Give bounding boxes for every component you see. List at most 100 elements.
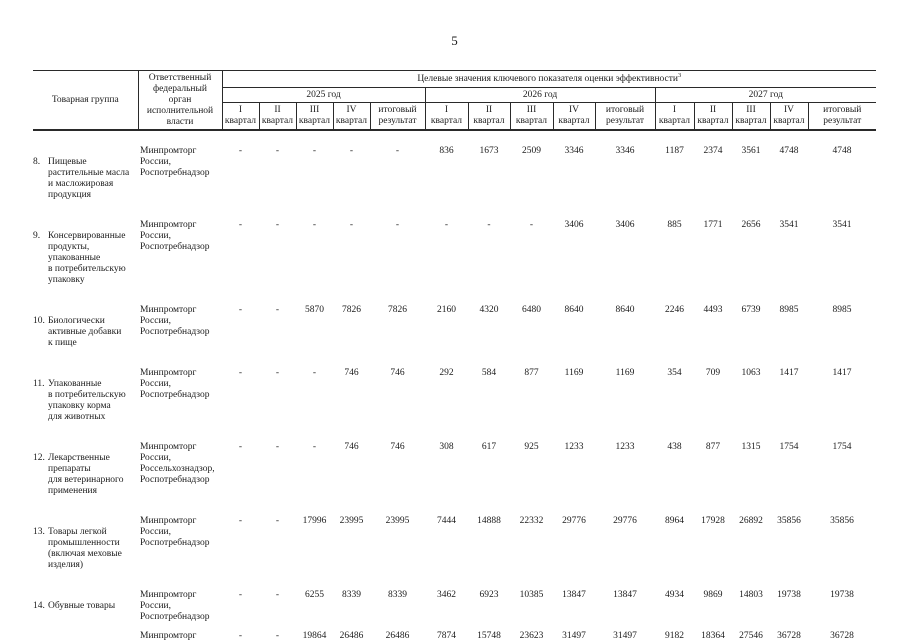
value-cell: 1315 — [741, 442, 761, 452]
row-number: 10. — [33, 316, 45, 326]
header-row-years: 2025 год 2026 год 2027 год — [33, 87, 877, 103]
value-cell: 8985 — [832, 305, 852, 315]
value-cell: 877 — [524, 368, 539, 378]
value-cell: 4748 — [779, 146, 799, 156]
header-year-2025: 2025 год — [221, 87, 426, 103]
value-cell: 9182 — [665, 631, 684, 640]
table-row: 9. Консервированные продукты, упакованны… — [33, 212, 876, 297]
value-cell: 6923 — [479, 590, 499, 600]
value-cell: 925 — [524, 442, 539, 452]
header-year-2026: 2026 год — [424, 87, 656, 103]
value-cell: 709 — [705, 368, 721, 378]
row-number: 9. — [33, 231, 41, 241]
value-cell: 877 — [705, 442, 721, 452]
row-number: 8. — [33, 157, 41, 167]
value-cell: - — [238, 516, 243, 526]
row-name: Биологически активные добавки к пище — [48, 316, 122, 348]
value-cell: - — [275, 442, 280, 452]
value-cell: 26892 — [739, 516, 763, 526]
value-cell: 4493 — [703, 305, 723, 315]
row-number: 14. — [33, 601, 45, 611]
value-cell: 27546 — [739, 631, 763, 640]
value-cell: 1233 — [615, 442, 635, 452]
header-authority: Ответственный федеральный орган исполнит… — [137, 70, 223, 131]
row-name: Лекарственные препараты для ветеринарног… — [48, 453, 124, 496]
value-cell: 5870 — [305, 305, 324, 315]
value-cell: 13847 — [562, 590, 586, 600]
value-cell: 14888 — [477, 516, 501, 526]
value-cell: 746 — [390, 442, 405, 452]
value-cell: - — [275, 516, 280, 526]
value-cell: 584 — [481, 368, 497, 378]
header-2025-total: итоговый результат — [369, 102, 426, 131]
value-cell: - — [238, 631, 243, 640]
product-name-wrap: 11. Упакованные в потребительскую упаков… — [33, 379, 137, 423]
value-cell: - — [275, 631, 280, 640]
value-cell: - — [312, 368, 317, 378]
table-body: 8. Пищевые растительные масла и масложир… — [33, 130, 876, 640]
value-cell: 292 — [439, 368, 454, 378]
header-2027-total: итоговый результат — [807, 102, 877, 131]
value-cell: 885 — [667, 220, 682, 230]
value-cell: 1417 — [779, 368, 799, 378]
value-cell: - — [275, 368, 280, 378]
header-product-group: Товарная группа — [33, 70, 139, 131]
value-cell: 1063 — [741, 368, 761, 378]
product-group-cell: 11. Упакованные в потребительскую упаков… — [33, 360, 138, 434]
row-name: Пищевые растительные масла и масложирова… — [48, 157, 130, 200]
value-cell: 746 — [390, 368, 405, 378]
value-cell: - — [275, 305, 280, 315]
value-cell: 4934 — [665, 590, 684, 600]
table-row: 15. Шины Минпромторг России, Роспотребна… — [33, 623, 876, 640]
row-number: 11. — [33, 379, 45, 389]
header-2025-q4: IV квартал — [332, 102, 371, 131]
value-cell: 35856 — [777, 516, 801, 526]
value-cell: 1169 — [615, 368, 635, 378]
value-cell: 6255 — [305, 590, 324, 600]
authority-cell: Минпромторг России, Роспотребнадзор — [140, 220, 210, 252]
header-2027-q4: IV квартал — [769, 102, 809, 131]
row-name: Обувные товары — [48, 601, 116, 611]
value-cell: 7826 — [342, 305, 361, 315]
value-cell: 26486 — [339, 631, 364, 640]
value-cell: 6739 — [741, 305, 761, 315]
header-row-quarters: I квартал II квартал III квартал IV квар… — [33, 102, 877, 131]
value-cell: 23623 — [519, 631, 544, 640]
value-cell: 17996 — [302, 516, 327, 526]
value-cell: 19738 — [830, 590, 854, 600]
value-cell: 4320 — [479, 305, 499, 315]
product-group-cell: 13. Товары легкой промышленности (включа… — [33, 508, 138, 582]
product-name-wrap: 13. Товары легкой промышленности (включа… — [33, 527, 137, 571]
authority-cell: Минпромторг России, Роспотребнадзор — [140, 146, 210, 178]
value-cell: - — [238, 305, 243, 315]
value-cell: 18364 — [701, 631, 725, 640]
value-cell: 746 — [344, 368, 359, 378]
value-cell: - — [238, 220, 243, 230]
value-cell: 1754 — [779, 442, 799, 452]
value-cell: 354 — [667, 368, 682, 378]
value-cell: - — [349, 146, 354, 156]
value-cell: - — [312, 146, 317, 156]
value-cell: 26486 — [385, 631, 410, 640]
row-name: Товары легкой промышленности (включая ме… — [48, 527, 122, 570]
value-cell: 2246 — [665, 305, 684, 315]
value-cell: 2656 — [741, 220, 761, 230]
value-cell: 3346 — [564, 146, 584, 156]
value-cell: 36728 — [830, 631, 854, 640]
value-cell: 29776 — [613, 516, 637, 526]
header-2026-q1: I квартал — [424, 102, 469, 131]
value-cell: - — [238, 368, 243, 378]
value-cell: 3541 — [832, 220, 852, 230]
authority-cell: Минпромторг России, Роспотребнадзор — [140, 305, 210, 337]
value-cell: 8964 — [665, 516, 684, 526]
value-cell: 14803 — [739, 590, 763, 600]
value-cell: 17928 — [701, 516, 725, 526]
product-group-cell: 10. Биологически активные добавки к пище — [33, 297, 138, 360]
header-row-top: Товарная группа Ответственный федеральны… — [33, 70, 877, 131]
value-cell: 1673 — [479, 146, 499, 156]
header-2025-q2: II квартал — [258, 102, 297, 131]
value-cell: 13847 — [613, 590, 637, 600]
value-cell: - — [395, 220, 400, 230]
header-2027-q3: III квартал — [731, 102, 771, 131]
